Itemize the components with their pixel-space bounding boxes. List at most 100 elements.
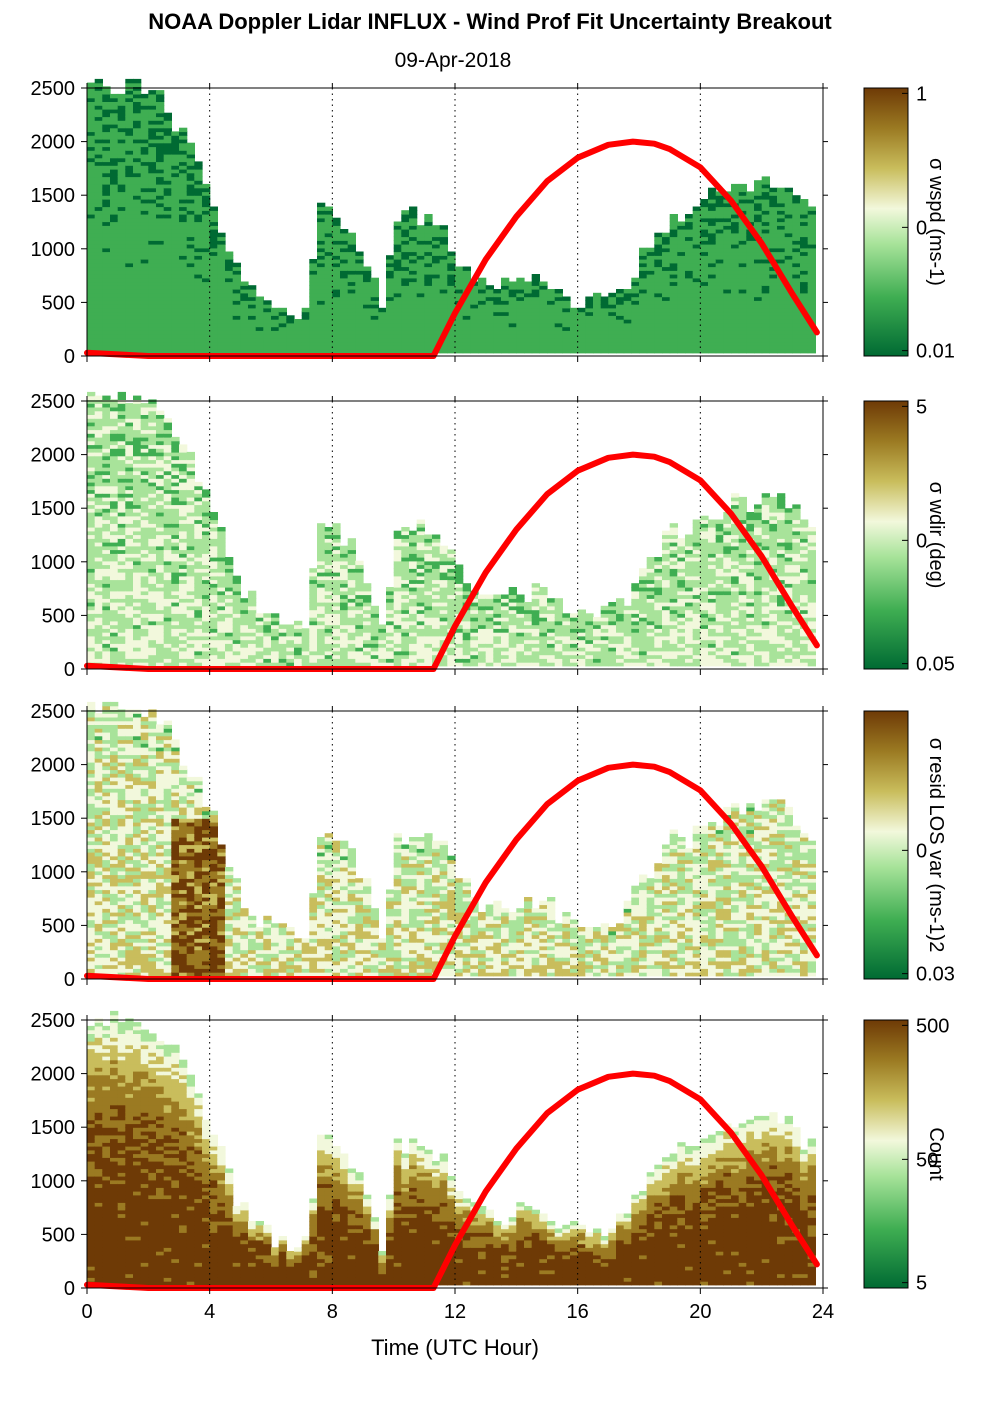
heatmap-cell xyxy=(409,307,418,313)
heatmap-cell xyxy=(677,251,686,256)
heatmap-cell xyxy=(478,285,487,290)
heatmap-cell xyxy=(133,602,142,607)
heatmap-cell xyxy=(163,523,172,528)
heatmap-cell xyxy=(424,289,433,294)
heatmap-cell xyxy=(324,643,333,648)
heatmap-cell xyxy=(171,508,180,513)
heatmap-cell xyxy=(125,195,134,200)
heatmap-cell xyxy=(309,281,318,286)
heatmap-cell xyxy=(386,647,395,652)
heatmap-cell xyxy=(217,337,226,343)
heatmap-cell xyxy=(194,244,203,249)
heatmap-cell xyxy=(761,277,770,283)
heatmap-cell xyxy=(470,341,479,346)
heatmap-cell xyxy=(110,225,119,230)
heatmap-cell xyxy=(140,292,149,298)
heatmap-cell xyxy=(110,579,119,584)
heatmap-cell xyxy=(363,300,372,305)
heatmap-cell xyxy=(723,319,732,324)
heatmap-cell xyxy=(171,214,180,219)
heatmap-cell xyxy=(117,448,126,453)
heatmap-cell xyxy=(370,635,379,641)
heatmap-cell xyxy=(133,410,142,415)
heatmap-cell xyxy=(125,451,134,457)
heatmap-cell xyxy=(94,307,103,313)
heatmap-cell xyxy=(117,229,126,234)
heatmap-cell xyxy=(784,225,793,230)
heatmap-cell xyxy=(140,142,149,148)
heatmap-cell xyxy=(202,259,211,264)
heatmap-cell xyxy=(179,146,188,151)
heatmap-cell xyxy=(393,538,402,543)
heatmap-cell xyxy=(409,300,418,305)
heatmap-cell xyxy=(409,609,418,614)
heatmap-cell xyxy=(102,307,111,313)
heatmap-cell xyxy=(186,564,195,569)
heatmap-cell xyxy=(110,349,119,354)
heatmap-cell xyxy=(163,217,172,223)
heatmap-cell xyxy=(792,247,801,253)
heatmap-cell xyxy=(156,590,165,596)
heatmap-cell xyxy=(156,153,165,159)
heatmap-cell xyxy=(669,240,678,245)
heatmap-cell xyxy=(531,337,540,343)
heatmap-cell xyxy=(777,322,786,328)
heatmap-cell xyxy=(148,587,157,592)
heatmap-cell xyxy=(110,433,119,438)
heatmap-cell xyxy=(102,429,111,434)
heatmap-cell xyxy=(332,643,341,648)
heatmap-cell xyxy=(133,232,142,238)
heatmap-cell xyxy=(171,635,180,641)
heatmap-cell xyxy=(708,330,717,335)
heatmap-cell xyxy=(646,349,655,354)
heatmap-cell xyxy=(117,337,126,343)
heatmap-cell xyxy=(217,232,226,238)
heatmap-cell xyxy=(639,334,648,339)
heatmap-cell xyxy=(317,281,326,286)
heatmap-cell xyxy=(163,315,172,320)
heatmap-cell xyxy=(94,436,103,442)
heatmap-cell xyxy=(386,605,395,611)
heatmap-cell xyxy=(501,322,510,328)
heatmap-cell xyxy=(800,334,809,339)
heatmap-cell xyxy=(102,500,111,506)
heatmap-cell xyxy=(455,349,464,354)
heatmap-cell xyxy=(202,587,211,592)
heatmap-cell xyxy=(217,274,226,279)
heatmap-cell xyxy=(133,658,142,663)
heatmap-cell xyxy=(286,647,295,652)
heatmap-cell xyxy=(156,229,165,234)
heatmap-cell xyxy=(531,277,540,283)
heatmap-cell xyxy=(370,322,379,328)
heatmap-cell xyxy=(393,221,402,226)
heatmap-cell xyxy=(133,496,142,502)
heatmap-cell xyxy=(800,304,809,309)
heatmap-cell xyxy=(179,292,188,298)
heatmap-cell xyxy=(769,334,778,339)
heatmap-cell xyxy=(386,587,395,592)
heatmap-cell xyxy=(439,266,448,271)
heatmap-cell xyxy=(347,538,356,543)
heatmap-cell xyxy=(133,296,142,301)
heatmap-cell xyxy=(140,259,149,264)
heatmap-cell xyxy=(761,341,770,346)
heatmap-cell xyxy=(240,345,249,350)
heatmap-cell xyxy=(186,330,195,335)
heatmap-cell xyxy=(723,202,732,208)
heatmap-cell xyxy=(501,349,510,354)
heatmap-cell xyxy=(332,568,341,573)
heatmap-cell xyxy=(708,214,717,219)
heatmap-cell xyxy=(186,326,195,331)
heatmap-cell xyxy=(654,326,663,331)
heatmap-cell xyxy=(309,628,318,633)
heatmap-cell xyxy=(416,311,425,316)
figure-title: NOAA Doppler Lidar INFLUX - Wind Prof Fi… xyxy=(148,9,832,34)
heatmap-cell xyxy=(202,214,211,219)
heatmap-cell xyxy=(570,341,579,346)
heatmap-cell xyxy=(700,225,709,230)
heatmap-cell xyxy=(646,289,655,294)
heatmap-cell xyxy=(163,191,172,196)
heatmap-cell xyxy=(708,349,717,354)
heatmap-cell xyxy=(715,240,724,245)
heatmap-cell xyxy=(140,326,149,331)
